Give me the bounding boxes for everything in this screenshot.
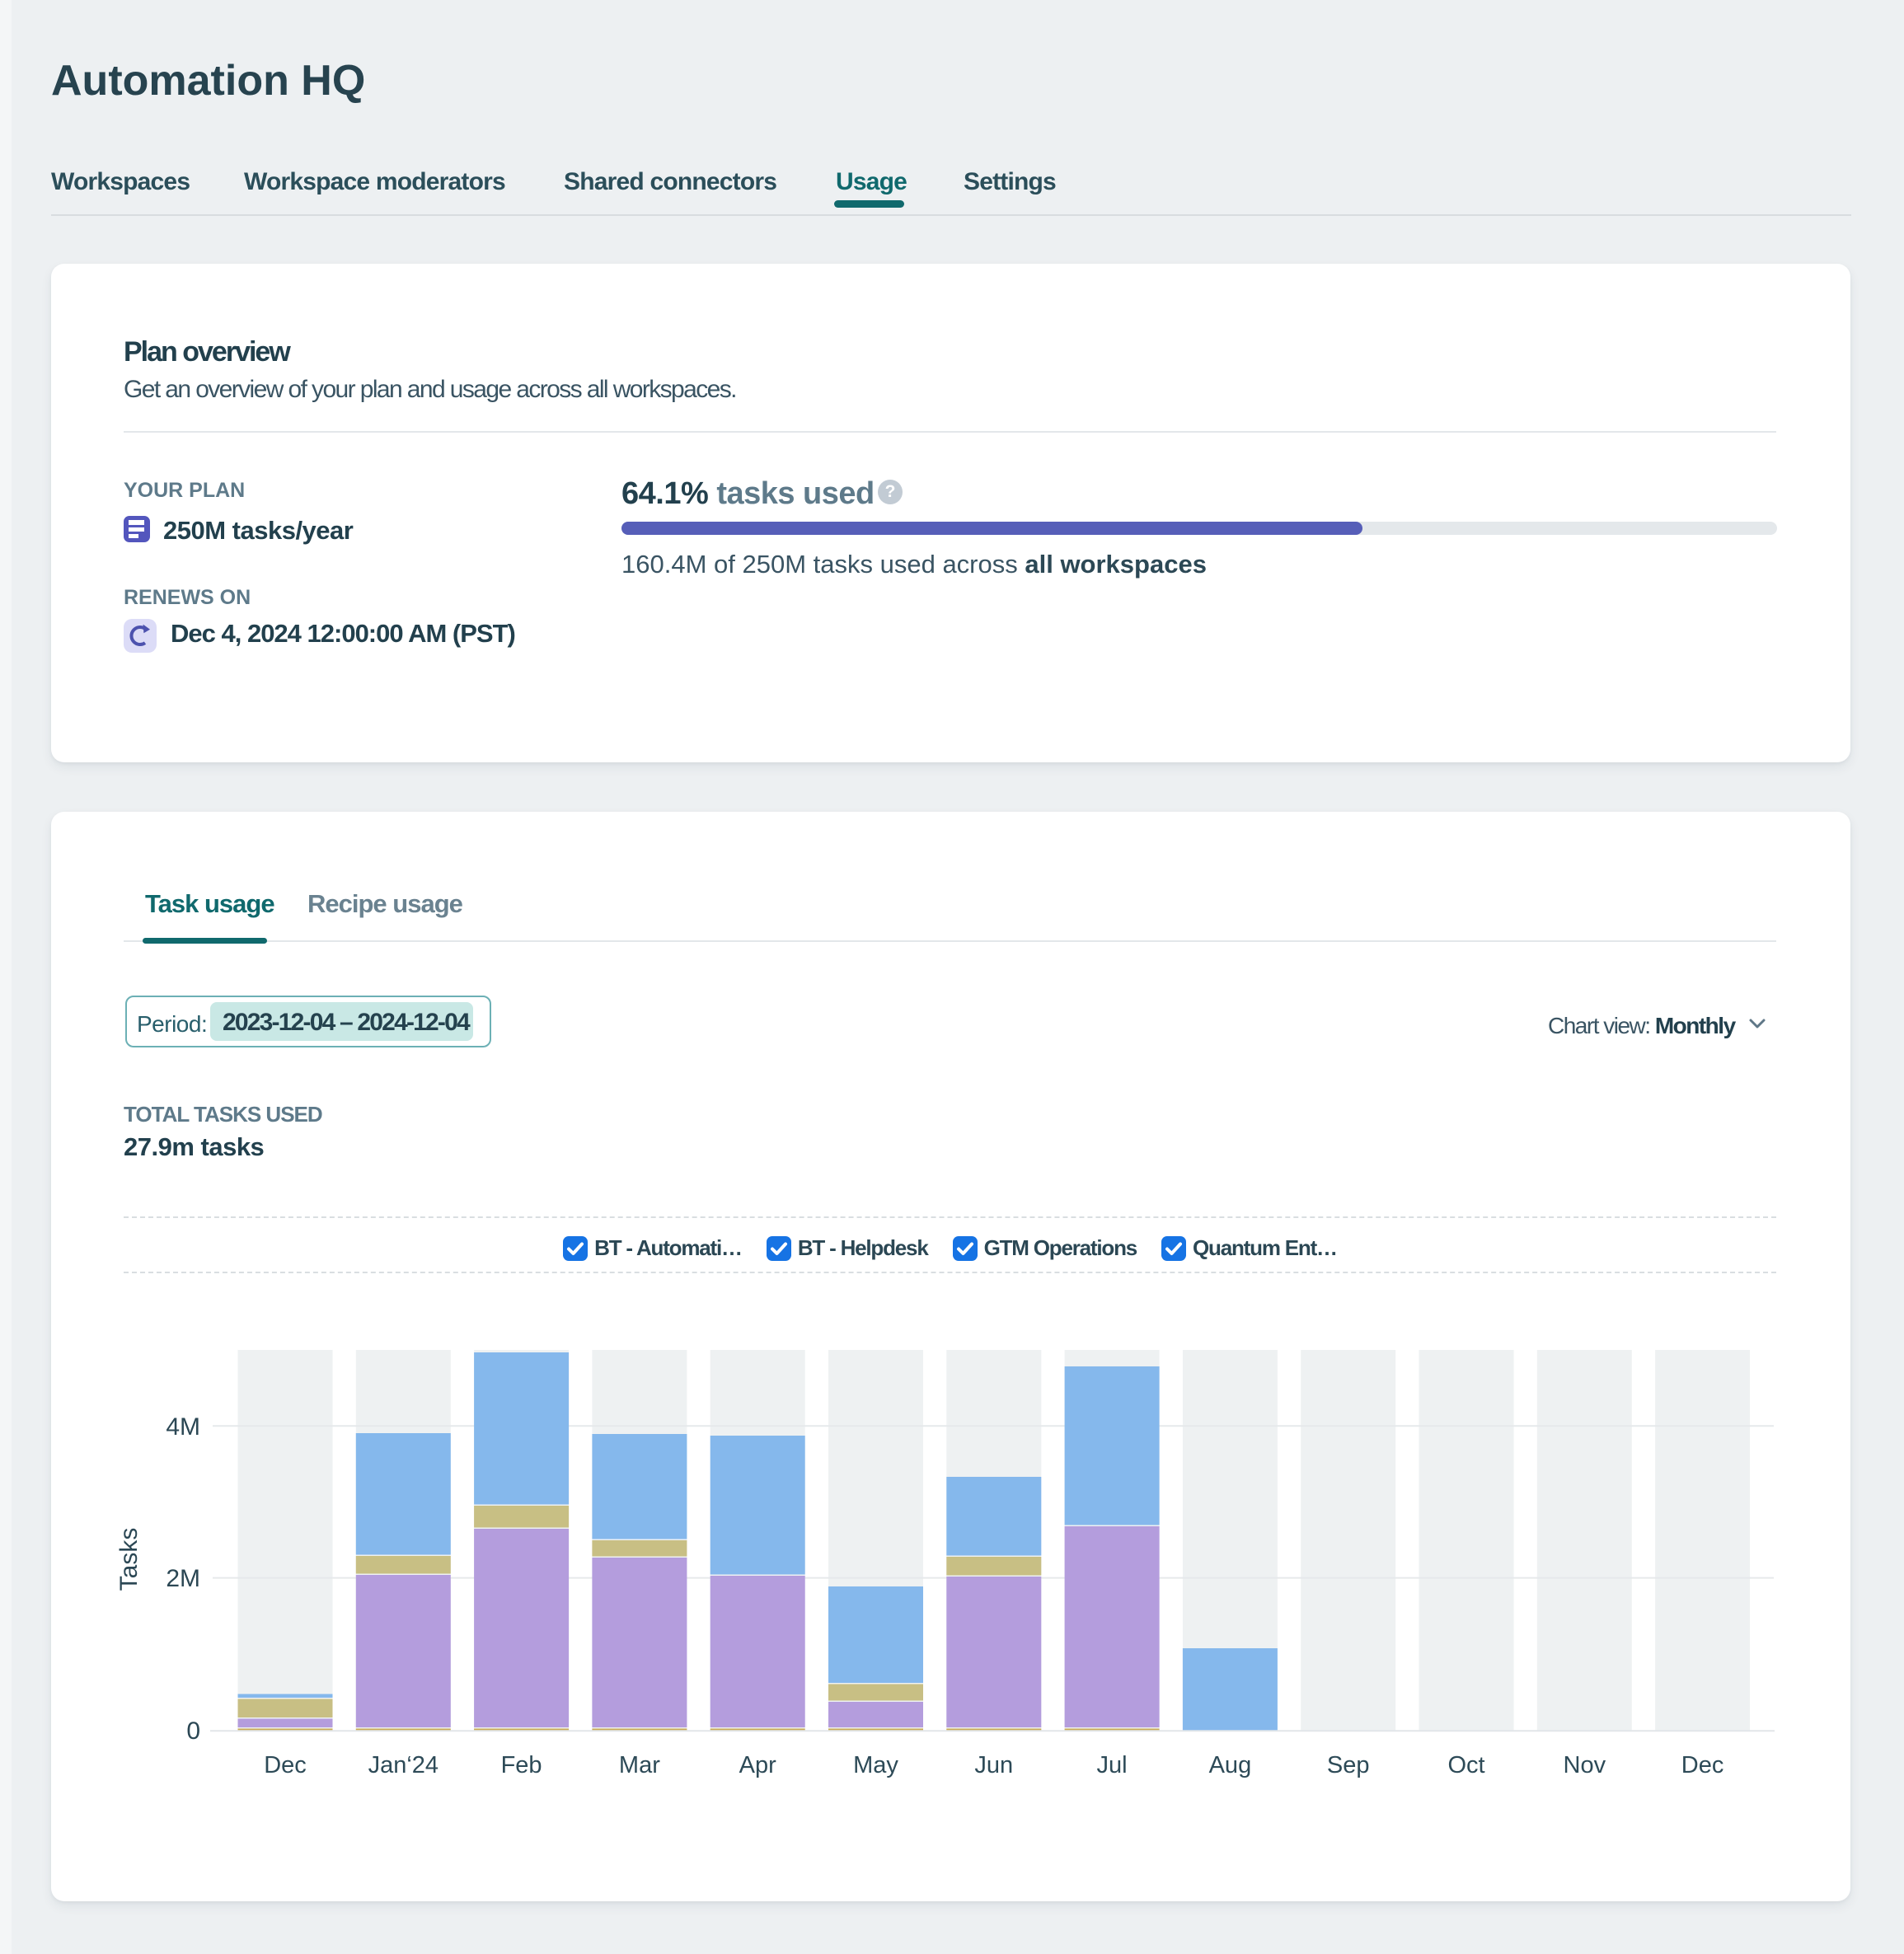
svg-text:2M: 2M [166,1565,200,1592]
svg-text:4M: 4M [166,1413,200,1441]
svg-text:Nov: Nov [1564,1752,1606,1778]
svg-text:Feb: Feb [501,1752,542,1778]
svg-text:Jul: Jul [1097,1752,1128,1778]
svg-text:0: 0 [186,1717,200,1745]
svg-text:Aug: Aug [1209,1752,1252,1778]
svg-text:Jan‘24: Jan‘24 [368,1752,438,1778]
svg-text:Dec: Dec [264,1752,307,1778]
svg-text:Mar: Mar [619,1752,660,1778]
svg-text:May: May [853,1752,898,1778]
svg-text:Sep: Sep [1327,1752,1370,1778]
svg-text:Tasks: Tasks [115,1528,143,1591]
svg-text:Dec: Dec [1681,1752,1724,1778]
svg-text:Jun: Jun [974,1752,1013,1778]
svg-text:Apr: Apr [739,1752,776,1778]
svg-text:Oct: Oct [1447,1752,1484,1778]
